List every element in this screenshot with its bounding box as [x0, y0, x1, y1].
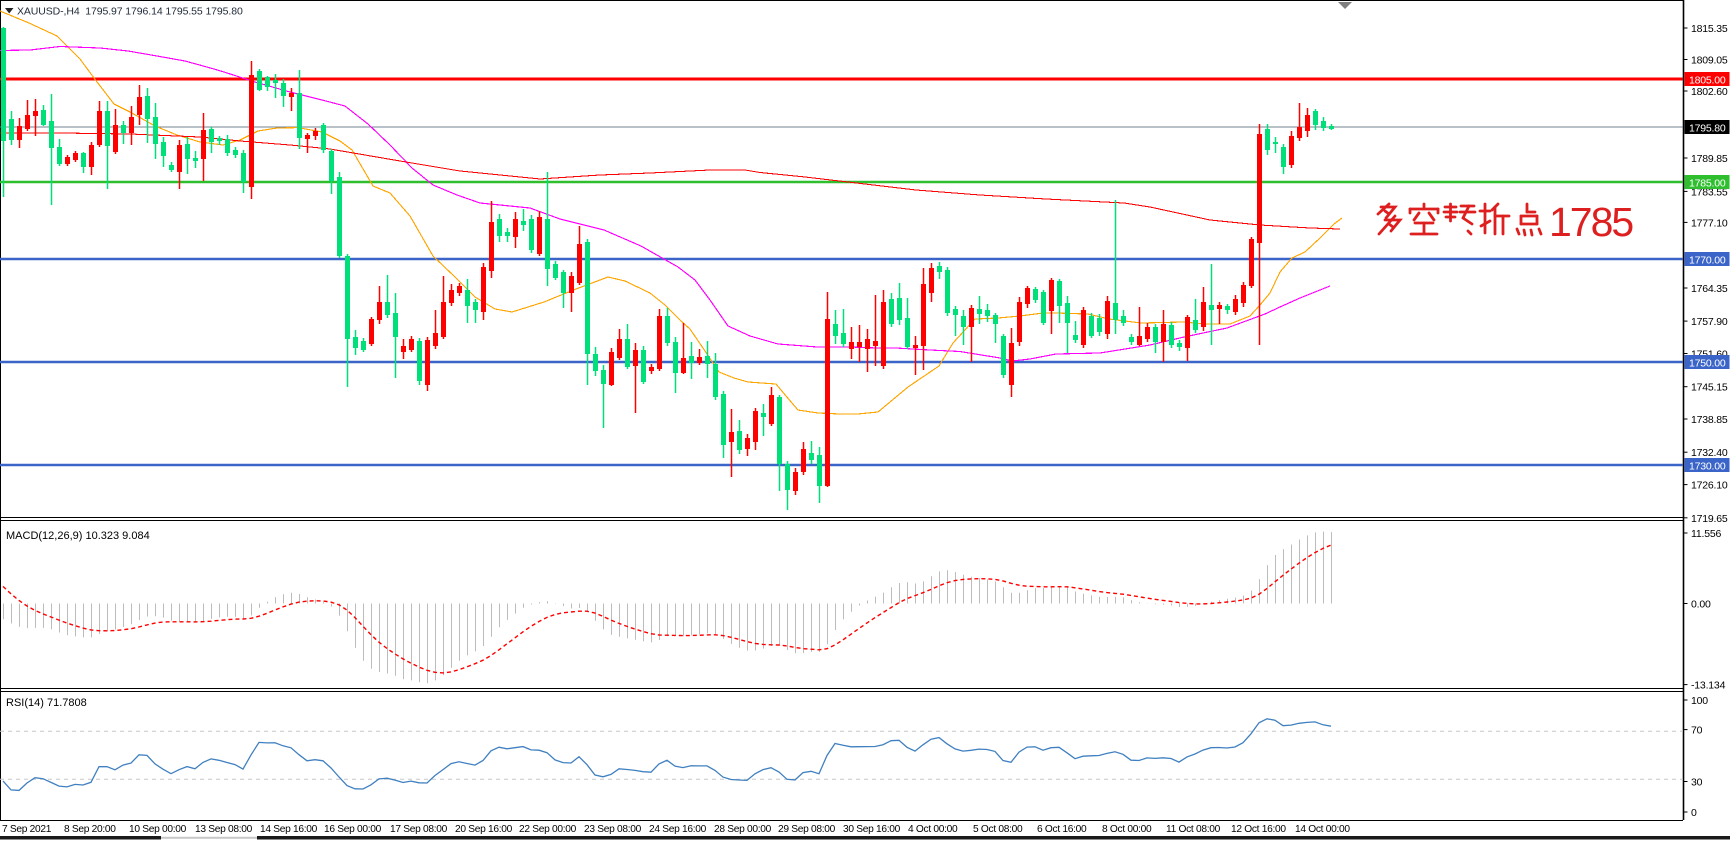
svg-text:1789.85: 1789.85 — [1691, 153, 1728, 165]
svg-text:5 Oct 08:00: 5 Oct 08:00 — [973, 824, 1023, 835]
svg-text:1730.00: 1730.00 — [1689, 461, 1726, 473]
svg-text:1785.00: 1785.00 — [1689, 178, 1726, 190]
svg-text:1719.65: 1719.65 — [1691, 513, 1728, 525]
svg-text:12 Oct 16:00: 12 Oct 16:00 — [1231, 824, 1286, 835]
svg-text:1777.10: 1777.10 — [1691, 217, 1728, 229]
svg-text:30 Sep 16:00: 30 Sep 16:00 — [843, 824, 901, 835]
svg-text:1738.85: 1738.85 — [1691, 414, 1728, 426]
svg-text:0.00: 0.00 — [1691, 599, 1711, 611]
svg-text:8 Sep 20:00: 8 Sep 20:00 — [64, 824, 116, 835]
svg-text:1757.90: 1757.90 — [1691, 316, 1728, 328]
svg-text:6 Oct 16:00: 6 Oct 16:00 — [1037, 824, 1087, 835]
svg-text:10 Sep 00:00: 10 Sep 00:00 — [129, 824, 187, 835]
svg-text:1785: 1785 — [1549, 199, 1633, 245]
svg-text:1795.80: 1795.80 — [1689, 123, 1726, 135]
svg-text:1815.35: 1815.35 — [1691, 23, 1728, 35]
svg-text:24 Sep 16:00: 24 Sep 16:00 — [649, 824, 707, 835]
svg-text:14 Oct 00:00: 14 Oct 00:00 — [1295, 824, 1350, 835]
svg-text:70: 70 — [1691, 725, 1703, 737]
svg-text:13 Sep 08:00: 13 Sep 08:00 — [195, 824, 253, 835]
svg-text:1750.00: 1750.00 — [1689, 358, 1726, 370]
svg-text:7 Sep 2021: 7 Sep 2021 — [2, 824, 52, 835]
svg-text:11.556: 11.556 — [1691, 528, 1721, 540]
svg-text:1732.40: 1732.40 — [1691, 447, 1728, 459]
svg-text:17 Sep 08:00: 17 Sep 08:00 — [390, 824, 448, 835]
svg-text:1783.55: 1783.55 — [1691, 186, 1728, 198]
svg-text:23 Sep 08:00: 23 Sep 08:00 — [584, 824, 642, 835]
svg-text:20 Sep 16:00: 20 Sep 16:00 — [455, 824, 513, 835]
svg-text:1802.60: 1802.60 — [1691, 86, 1728, 98]
svg-text:11 Oct 08:00: 11 Oct 08:00 — [1166, 824, 1221, 835]
svg-text:29 Sep 08:00: 29 Sep 08:00 — [778, 824, 836, 835]
svg-text:1726.10: 1726.10 — [1691, 480, 1728, 492]
svg-text:XAUUSD-,H4 1795.97 1796.14 17: XAUUSD-,H4 1795.97 1796.14 1795.55 1795.… — [17, 6, 243, 18]
svg-text:8 Oct 00:00: 8 Oct 00:00 — [1102, 824, 1152, 835]
svg-text:28 Sep 00:00: 28 Sep 00:00 — [714, 824, 772, 835]
svg-text:1770.00: 1770.00 — [1689, 255, 1726, 267]
svg-text:1805.00: 1805.00 — [1689, 75, 1726, 87]
svg-text:30: 30 — [1691, 777, 1703, 789]
svg-text:14 Sep 16:00: 14 Sep 16:00 — [260, 824, 318, 835]
svg-text:0: 0 — [1691, 807, 1697, 819]
svg-text:4 Oct 00:00: 4 Oct 00:00 — [908, 824, 958, 835]
svg-text:100: 100 — [1691, 695, 1708, 707]
svg-text:1809.05: 1809.05 — [1691, 55, 1728, 67]
svg-text:MACD(12,26,9) 10.323 9.084: MACD(12,26,9) 10.323 9.084 — [6, 530, 150, 542]
svg-text:1764.35: 1764.35 — [1691, 283, 1728, 295]
svg-text:16 Sep 00:00: 16 Sep 00:00 — [324, 824, 382, 835]
svg-text:1745.15: 1745.15 — [1691, 382, 1728, 394]
svg-text:22 Sep 00:00: 22 Sep 00:00 — [519, 824, 577, 835]
svg-text:RSI(14) 71.7808: RSI(14) 71.7808 — [6, 697, 87, 709]
svg-text:-13.134: -13.134 — [1691, 680, 1726, 692]
